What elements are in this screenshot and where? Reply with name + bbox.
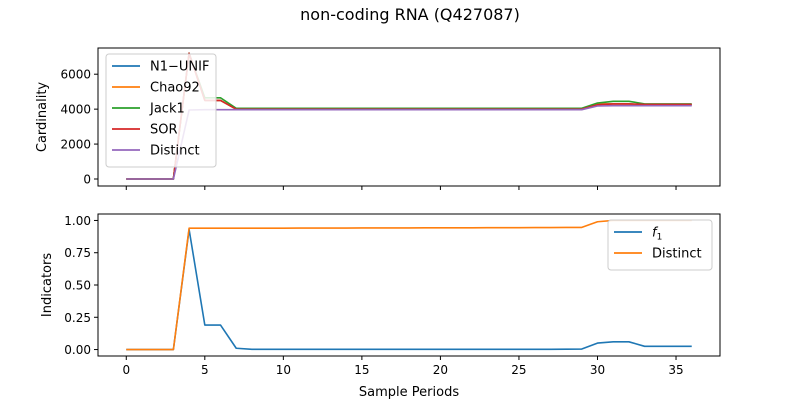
cardinality-legend-label: Jack1 (149, 102, 185, 117)
indicators-x-tick-label: 10 (276, 363, 291, 377)
indicators-legend-box (607, 219, 713, 271)
figure-title: non-coding RNA (Q427087) (300, 5, 520, 24)
indicators-chart: 0 5 10 15 20 25 30 35 0.00 0.25 0.50 0.75 1.00 Indic… (40, 213, 721, 400)
cardinality-y-tick-label: 6000 (60, 68, 91, 82)
cardinality-legend-label: Chao92 (150, 81, 200, 96)
indicators-x-tick-label: 0 (122, 363, 130, 377)
indicators-x-tick-label: 25 (511, 363, 526, 377)
cardinality-series-line-2 (126, 52, 692, 180)
indicators-x-tick-label: 15 (354, 363, 369, 377)
cardinality-series-line-4 (126, 104, 692, 180)
cardinality-plot-frame (97, 47, 721, 187)
cardinality-y-tick-label: 0 (83, 173, 91, 187)
indicators-y-tick-label: 0.25 (64, 311, 91, 325)
indicators-y-tick-label: 1.00 (64, 214, 91, 228)
indicators-y-tick-label: 0.75 (64, 246, 91, 260)
indicators-y-tick-label: 0.00 (64, 343, 91, 357)
cardinality-legend-label: Distinct (150, 144, 200, 159)
cardinality-series-lines (126, 52, 692, 180)
indicators-x-tick-label: 5 (201, 363, 209, 377)
indicators-series-line-0 (126, 228, 692, 351)
indicators-series-line-1 (126, 219, 692, 351)
cardinality-legend: N1−UNIF Chao92 Jack1 SOR Distinct (105, 53, 217, 168)
cardinality-axes: 0 2000 4000 6000 (60, 68, 677, 190)
cardinality-y-tick-label: 2000 (60, 138, 91, 152)
cardinality-legend-box (105, 53, 217, 168)
x-axis-label: Sample Periods (359, 385, 459, 400)
indicators-y-axis-label: Indicators (40, 253, 55, 317)
indicators-y-tick-label: 0.50 (64, 279, 91, 293)
cardinality-legend-label: N1−UNIF (150, 60, 209, 75)
indicators-plot-frame (97, 213, 721, 357)
indicators-x-tick-label: 20 (433, 363, 448, 377)
indicators-legend-label: Distinct (652, 247, 702, 262)
cardinality-legend-label: SOR (150, 123, 178, 138)
indicators-x-tick-label: 30 (590, 363, 605, 377)
indicators-legend-label: f1 (652, 226, 662, 243)
cardinality-y-axis-label: Cardinality (35, 82, 50, 153)
indicators-x-tick-label: 35 (668, 363, 683, 377)
cardinality-chart: 0 2000 4000 6000 Cardinality N1−UNIF Chao92 J… (35, 47, 721, 190)
indicators-legend: f1 Distinct (607, 219, 713, 271)
indicators-axes: 0 5 10 15 20 25 30 35 0.00 0.25 0.50 0.75 1.00 (64, 214, 683, 377)
cardinality-y-tick-label: 4000 (60, 103, 91, 117)
indicators-series-lines (126, 219, 692, 351)
